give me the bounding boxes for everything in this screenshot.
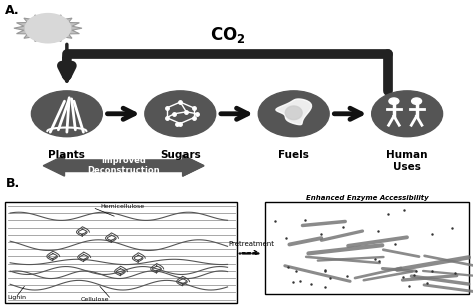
Text: Improved
Deconstruction: Improved Deconstruction bbox=[87, 156, 160, 175]
Text: Plants: Plants bbox=[48, 150, 85, 161]
Polygon shape bbox=[285, 106, 302, 120]
Polygon shape bbox=[14, 14, 82, 42]
Bar bbox=[5, 202, 237, 303]
Text: Lignin: Lignin bbox=[8, 295, 27, 300]
Circle shape bbox=[31, 91, 102, 137]
Circle shape bbox=[145, 91, 216, 137]
Text: Fuels: Fuels bbox=[278, 150, 309, 161]
FancyArrow shape bbox=[43, 155, 64, 176]
Circle shape bbox=[258, 91, 329, 137]
Text: Cellulose: Cellulose bbox=[81, 297, 109, 302]
Text: A.: A. bbox=[5, 4, 20, 17]
Polygon shape bbox=[276, 99, 311, 125]
Circle shape bbox=[411, 98, 421, 104]
Text: Enhanced Enzyme Accessibility: Enhanced Enzyme Accessibility bbox=[306, 195, 428, 201]
Text: Human
Uses: Human Uses bbox=[386, 150, 428, 172]
Text: $\mathbf{CO_2}$: $\mathbf{CO_2}$ bbox=[210, 25, 246, 45]
Text: Sugars: Sugars bbox=[160, 150, 201, 161]
Text: B.: B. bbox=[5, 177, 19, 190]
Circle shape bbox=[389, 98, 399, 104]
Text: Pretreatment: Pretreatment bbox=[228, 241, 274, 247]
Circle shape bbox=[25, 14, 71, 43]
FancyArrow shape bbox=[64, 155, 204, 176]
Circle shape bbox=[372, 91, 443, 137]
Bar bbox=[265, 202, 469, 294]
FancyArrow shape bbox=[182, 155, 204, 176]
Text: Hemicellulose: Hemicellulose bbox=[100, 204, 144, 209]
